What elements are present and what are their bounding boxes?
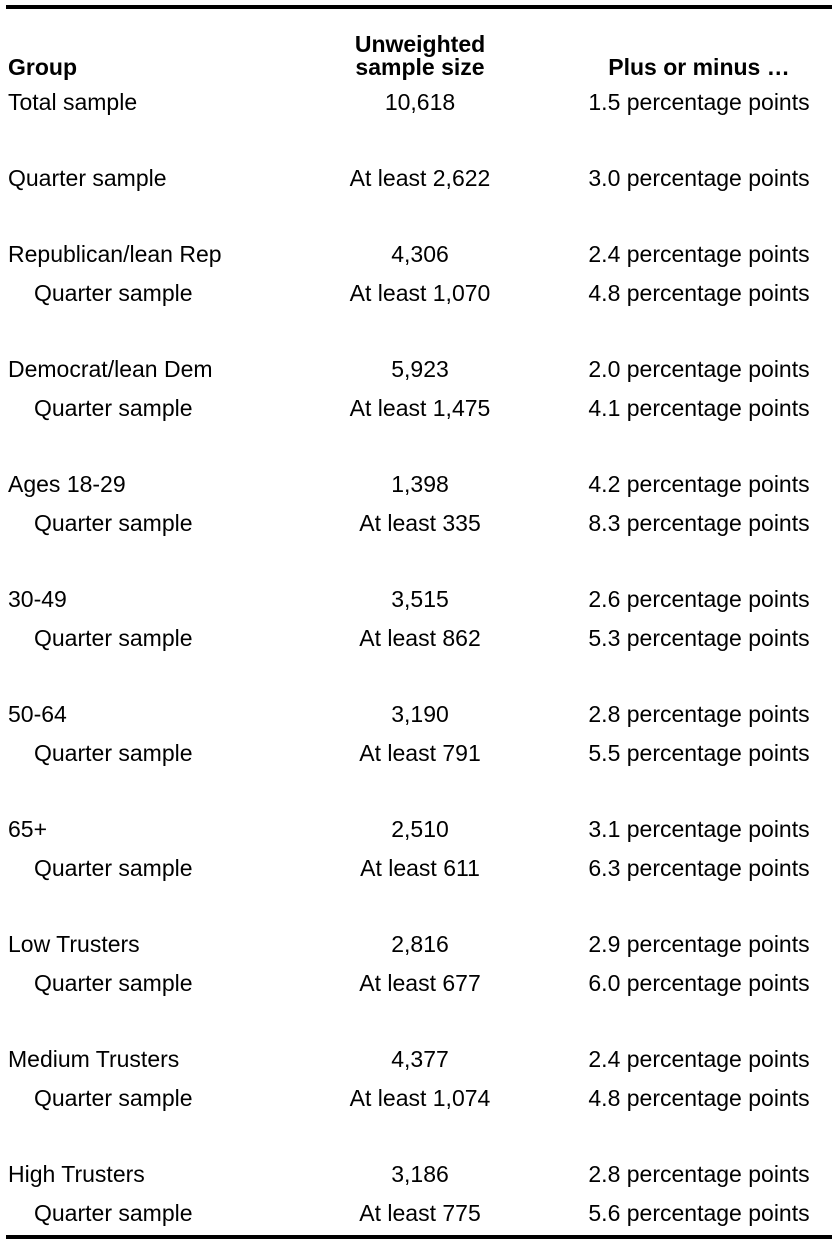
sample-size-cell: 3,515: [391, 586, 449, 612]
table-row: Quarter sample At least 862 5.3 percenta…: [0, 619, 838, 658]
group-cell: Quarter sample: [34, 625, 193, 651]
margin-cell: 5.6 percentage points: [588, 1200, 810, 1226]
group-cell: Quarter sample: [34, 510, 193, 536]
margin-cell: 5.5 percentage points: [588, 740, 810, 766]
group-cell: High Trusters: [8, 1161, 145, 1187]
sample-size-cell: 10,618: [384, 89, 456, 115]
group-cell: Quarter sample: [34, 1200, 193, 1226]
table-top-rule: [6, 5, 832, 9]
table-row: Quarter sample At least 335 8.3 percenta…: [0, 504, 838, 543]
margin-cell: 1.5 percentage points: [588, 89, 810, 115]
table-header-row: Group Unweighted sample size Plus or min…: [0, 33, 838, 79]
group-cell: Medium Trusters: [8, 1046, 180, 1072]
group-cell: Quarter sample: [34, 1085, 193, 1111]
column-header-sample-size-line2: sample size: [355, 54, 485, 80]
sample-size-cell: 1,398: [391, 471, 449, 497]
column-header-sample-size: Unweighted sample size: [320, 33, 520, 79]
margin-cell: 4.1 percentage points: [588, 395, 810, 421]
margin-cell: 8.3 percentage points: [588, 510, 810, 536]
table-row: 30-49 3,515 2.6 percentage points: [0, 580, 838, 619]
table-row: Quarter sample At least 791 5.5 percenta…: [0, 734, 838, 773]
group-cell: Quarter sample: [34, 855, 193, 881]
group-cell: Quarter sample: [34, 970, 193, 996]
margin-cell: 2.6 percentage points: [588, 586, 810, 612]
sample-size-cell: At least 775: [359, 1200, 481, 1226]
group-cell: 65+: [8, 816, 48, 842]
column-header-margin: Plus or minus …: [608, 54, 790, 80]
margin-cell: 2.9 percentage points: [588, 931, 810, 957]
margin-cell: 2.8 percentage points: [588, 1161, 810, 1187]
sample-size-cell: 2,816: [391, 931, 449, 957]
sample-size-cell: At least 677: [359, 970, 481, 996]
margin-cell: 2.4 percentage points: [588, 241, 810, 267]
table-row: Quarter sample At least 1,475 4.1 percen…: [0, 389, 838, 428]
column-header-sample-size-line1: Unweighted: [354, 31, 486, 57]
group-cell: 30-49: [8, 586, 67, 612]
group-cell: 50-64: [8, 701, 67, 727]
table-row: Quarter sample At least 611 6.3 percenta…: [0, 849, 838, 888]
sample-size-cell: At least 2,622: [349, 165, 491, 191]
table-row: Quarter sample At least 677 6.0 percenta…: [0, 964, 838, 1003]
margin-cell: 5.3 percentage points: [588, 625, 810, 651]
group-cell: Quarter sample: [34, 280, 193, 306]
group-cell: Democrat/lean Dem: [8, 356, 213, 382]
sample-size-cell: 2,510: [391, 816, 449, 842]
table-row: Quarter sample At least 1,074 4.8 percen…: [0, 1079, 838, 1118]
table-row: Republican/lean Rep 4,306 2.4 percentage…: [0, 235, 838, 274]
margin-cell: 3.0 percentage points: [588, 165, 810, 191]
column-header-group: Group: [8, 54, 77, 80]
table-row: Quarter sample At least 775 5.6 percenta…: [0, 1194, 838, 1233]
group-cell: Republican/lean Rep: [8, 241, 222, 267]
sample-size-cell: At least 335: [359, 510, 481, 536]
sample-size-cell: At least 1,475: [349, 395, 491, 421]
table-row: Medium Trusters 4,377 2.4 percentage poi…: [0, 1040, 838, 1079]
sample-size-cell: At least 1,074: [349, 1085, 491, 1111]
table-row: Ages 18-29 1,398 4.2 percentage points: [0, 465, 838, 504]
sample-size-cell: At least 862: [359, 625, 481, 651]
table-row: Total sample 10,618 1.5 percentage point…: [0, 83, 838, 122]
margin-cell: 2.8 percentage points: [588, 701, 810, 727]
table-row: 50-64 3,190 2.8 percentage points: [0, 695, 838, 734]
margin-cell: 6.0 percentage points: [588, 970, 810, 996]
margin-cell: 4.8 percentage points: [588, 1085, 810, 1111]
group-cell: Quarter sample: [8, 165, 167, 191]
table-row: Quarter sample At least 2,622 3.0 percen…: [0, 159, 838, 198]
margin-cell: 6.3 percentage points: [588, 855, 810, 881]
margin-cell: 2.4 percentage points: [588, 1046, 810, 1072]
table-bottom-rule: [6, 1235, 832, 1239]
sample-size-cell: 5,923: [391, 356, 449, 382]
group-cell: Quarter sample: [34, 395, 193, 421]
sample-size-cell: 3,186: [391, 1161, 449, 1187]
sample-size-cell: 3,190: [391, 701, 449, 727]
margin-cell: 4.2 percentage points: [588, 471, 810, 497]
table-row: 65+ 2,510 3.1 percentage points: [0, 810, 838, 849]
margin-cell: 2.0 percentage points: [588, 356, 810, 382]
sample-size-cell: At least 611: [360, 855, 480, 881]
table-row: Low Trusters 2,816 2.9 percentage points: [0, 925, 838, 964]
table-row: Democrat/lean Dem 5,923 2.0 percentage p…: [0, 350, 838, 389]
margin-cell: 4.8 percentage points: [588, 280, 810, 306]
group-cell: Total sample: [8, 89, 138, 115]
sample-size-cell: 4,377: [391, 1046, 449, 1072]
sample-size-cell: 4,306: [391, 241, 449, 267]
table-row: High Trusters 3,186 2.8 percentage point…: [0, 1155, 838, 1194]
sample-size-cell: At least 1,070: [349, 280, 491, 306]
sample-size-cell: At least 791: [359, 740, 481, 766]
group-cell: Low Trusters: [8, 931, 140, 957]
table-row: Quarter sample At least 1,070 4.8 percen…: [0, 274, 838, 313]
group-cell: Quarter sample: [34, 740, 193, 766]
group-cell: Ages 18-29: [8, 471, 126, 497]
margin-cell: 3.1 percentage points: [588, 816, 810, 842]
